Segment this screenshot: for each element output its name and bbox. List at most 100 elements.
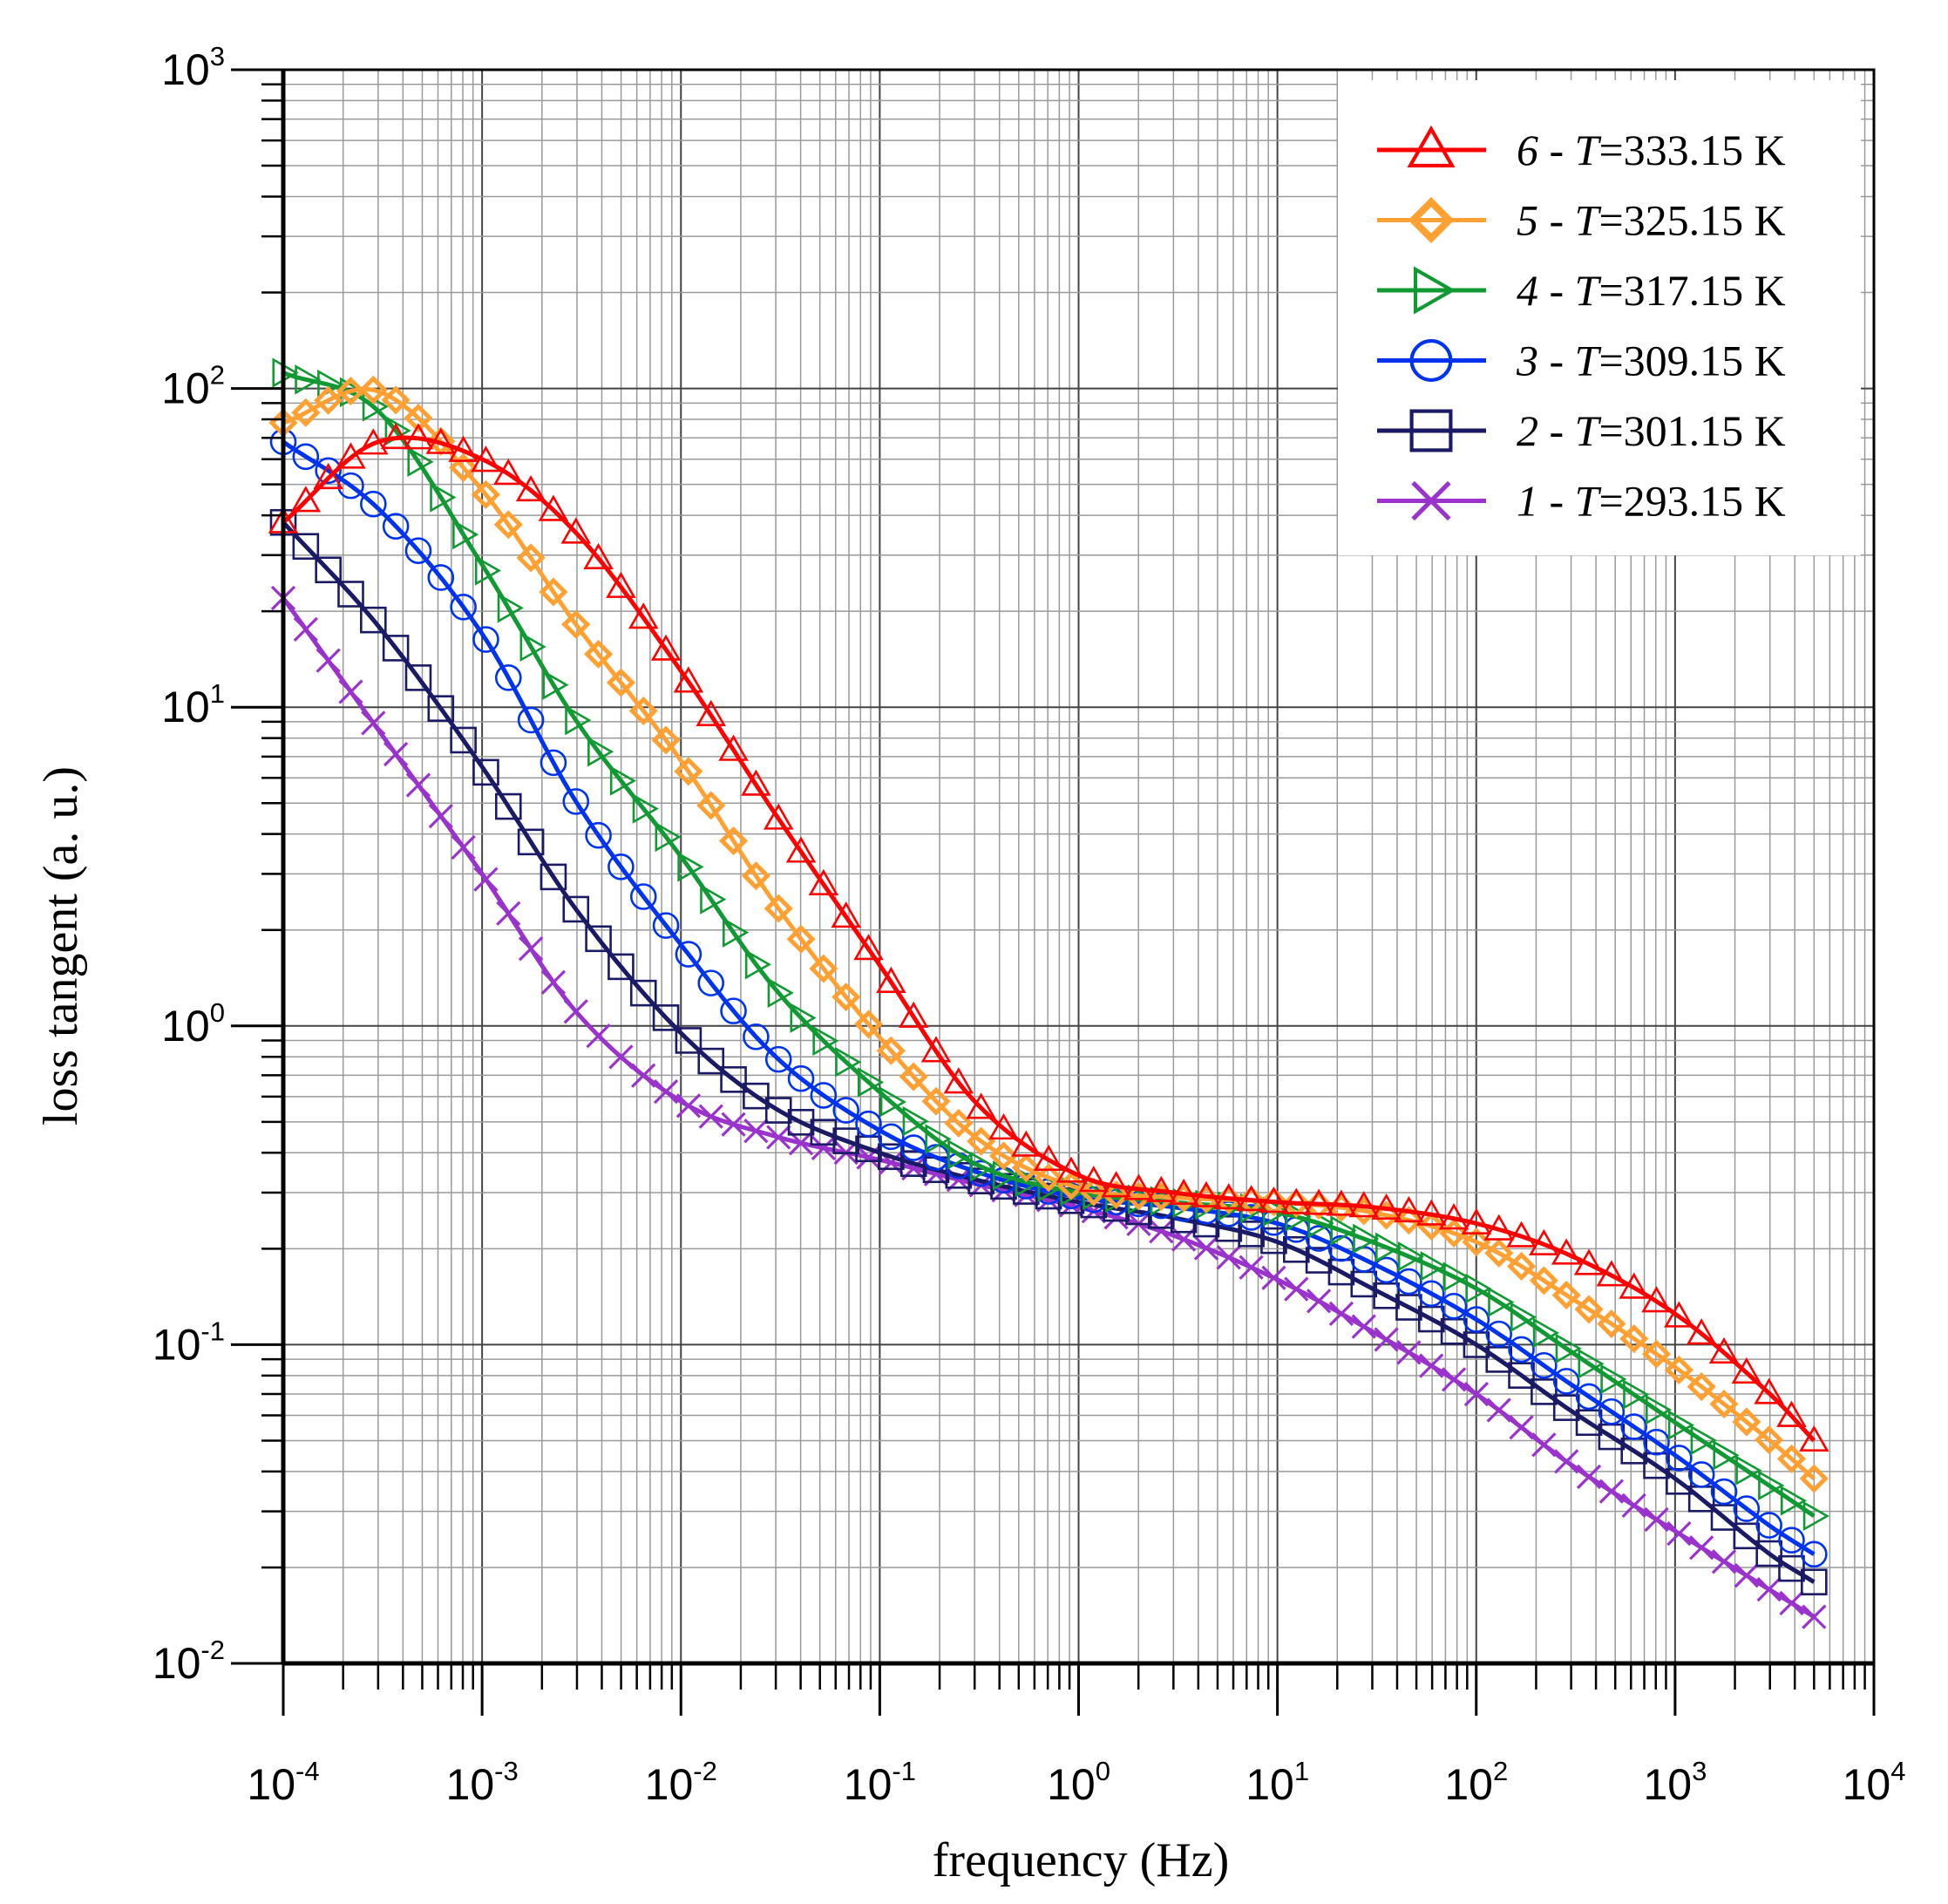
- data-point: [337, 472, 364, 500]
- data-point: [1326, 1189, 1357, 1216]
- data-point: [1123, 1181, 1154, 1211]
- data-point: [876, 966, 906, 993]
- data-point: [606, 571, 636, 598]
- data-point: [1709, 1389, 1739, 1419]
- data-point: [812, 1025, 839, 1057]
- data-point: [315, 457, 342, 485]
- data-point: [381, 385, 411, 415]
- data-point: [494, 664, 522, 691]
- data-point: [1531, 1432, 1557, 1458]
- data-point: [1551, 1281, 1581, 1310]
- data-point: [1734, 1563, 1759, 1588]
- data-point: [360, 606, 387, 634]
- data-point: [1146, 1175, 1177, 1202]
- series-group: [268, 357, 1829, 1629]
- data-point: [1371, 1193, 1402, 1221]
- data-point: [494, 792, 522, 820]
- data-point: [1735, 1455, 1762, 1486]
- data-point: [629, 979, 657, 1007]
- data-point: [1575, 1383, 1603, 1411]
- data-point: [583, 542, 614, 569]
- data-point: [358, 428, 389, 455]
- data-point: [1552, 1368, 1580, 1395]
- data-point: [404, 664, 432, 691]
- data-point: [810, 1119, 838, 1146]
- data-point: [835, 1046, 862, 1078]
- data-point: [292, 533, 320, 561]
- data-point: [607, 953, 635, 981]
- data-point: [361, 711, 386, 736]
- data-point: [743, 1119, 769, 1144]
- x-tick-label: 101: [1245, 1756, 1309, 1809]
- data-point: [720, 1066, 747, 1093]
- data-point: [1689, 1535, 1714, 1561]
- data-point: [1239, 1255, 1264, 1280]
- data-point: [1690, 1425, 1717, 1456]
- data-point: [1578, 1349, 1605, 1379]
- data-point: [587, 737, 614, 767]
- data-point: [1416, 1199, 1447, 1226]
- data-point: [292, 443, 320, 471]
- data-point: [675, 1093, 702, 1119]
- legend-marker: [1409, 339, 1453, 382]
- data-point: [606, 668, 635, 697]
- data-point: [1529, 1266, 1558, 1295]
- data-point: [1801, 1568, 1828, 1595]
- data-point: [766, 1125, 791, 1150]
- data-point: [853, 934, 884, 961]
- data-point: [1619, 1324, 1649, 1354]
- data-point: [743, 1023, 770, 1051]
- data-point: [1801, 1540, 1828, 1568]
- data-point: [854, 1010, 884, 1039]
- data-point: [652, 1004, 680, 1031]
- data-point: [1687, 1372, 1716, 1402]
- data-point: [314, 385, 343, 415]
- data-point: [1532, 1317, 1560, 1349]
- legend: 6 - T=333.15 K 5 - T=325.15 K 4 - T=317.15…: [1338, 80, 1861, 555]
- data-point: [1488, 1287, 1515, 1317]
- legend-item-5: 5 - T=325.15 K: [1377, 196, 1786, 245]
- data-point: [427, 564, 455, 591]
- data-point: [382, 635, 410, 662]
- data-point: [540, 969, 567, 995]
- data-point: [857, 1067, 885, 1098]
- y-axis-title: loss tangent (a. u.): [34, 766, 88, 1125]
- data-point: [562, 895, 590, 923]
- y-tick-label: 102: [161, 360, 225, 413]
- data-point: [1328, 1301, 1354, 1327]
- data-point: [718, 734, 749, 761]
- legend-item-4: 4 - T=317.15 K: [1377, 266, 1786, 315]
- data-point: [360, 490, 387, 518]
- data-point: [471, 479, 500, 509]
- data-point: [696, 791, 726, 820]
- data-point: [561, 609, 591, 639]
- data-point: [1731, 1357, 1762, 1384]
- data-point: [878, 1143, 905, 1171]
- data-point: [700, 884, 727, 915]
- data-point: [1306, 1289, 1332, 1314]
- data-point: [832, 1127, 860, 1154]
- data-point: [1802, 1500, 1829, 1532]
- data-point: [1755, 1540, 1782, 1567]
- data-point: [448, 435, 479, 462]
- data-point: [1375, 1232, 1402, 1263]
- data-point: [1619, 1272, 1649, 1299]
- data-point: [315, 556, 342, 584]
- data-point: [1780, 1486, 1808, 1516]
- data-point: [673, 666, 704, 693]
- x-tick-label: 104: [1843, 1756, 1906, 1809]
- legend-label: 4 - T=317.15 K: [1517, 266, 1786, 315]
- data-point: [427, 695, 455, 722]
- data-point: [1213, 1183, 1245, 1210]
- data-point: [1417, 1280, 1445, 1308]
- data-point: [1643, 1428, 1670, 1456]
- data-point: [1623, 1379, 1650, 1410]
- legend-label: 2 - T=301.15 K: [1517, 406, 1786, 455]
- data-point: [471, 445, 501, 473]
- data-point: [743, 1082, 770, 1110]
- data-point: [1687, 1461, 1715, 1488]
- legend-marker: [1413, 266, 1456, 315]
- data-point: [1756, 1576, 1782, 1602]
- data-point: [1713, 1440, 1740, 1471]
- data-point: [1351, 1314, 1376, 1339]
